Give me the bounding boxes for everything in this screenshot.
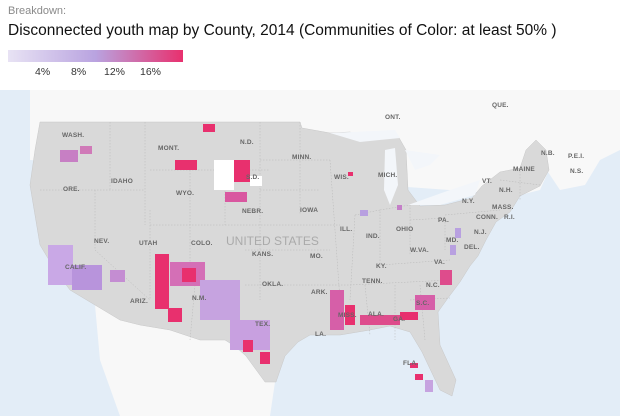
state-label: VA. — [434, 259, 445, 266]
state-label: S.C. — [416, 300, 430, 307]
state-label: WYO. — [176, 190, 195, 197]
state-label: KANS. — [252, 251, 274, 258]
country-label: UNITED STATES — [226, 234, 319, 248]
legend-tick: 16% — [140, 66, 162, 78]
state-label: FLA. — [403, 360, 419, 367]
state-label: COLO. — [191, 240, 213, 247]
state-label: N.D. — [240, 139, 254, 146]
region-label: N.S. — [570, 168, 584, 175]
state-label: KY. — [376, 263, 387, 270]
state-label: WIS. — [334, 174, 349, 181]
color-legend-bar — [8, 50, 183, 62]
legend-tick: 4% — [35, 66, 51, 78]
state-label: ALA. — [368, 311, 384, 318]
state-label: MINN. — [292, 154, 312, 161]
state-label: GA. — [393, 316, 406, 323]
region-label: QUE. — [492, 102, 509, 109]
region-label: ONT. — [385, 114, 401, 121]
state-label: ARK. — [311, 289, 328, 296]
county-data-patches — [48, 124, 461, 392]
state-label: IOWA — [300, 207, 319, 214]
map-canvas[interactable] — [0, 90, 620, 416]
mexico-land — [95, 305, 275, 416]
state-label: MAINE — [513, 166, 535, 173]
state-label: IDAHO — [111, 178, 133, 185]
state-label: MISS. — [338, 312, 357, 319]
state-label: N.H. — [499, 187, 513, 194]
region-label: P.E.I. — [568, 153, 585, 160]
state-label: TENN. — [362, 278, 383, 285]
state-label: W.VA. — [410, 247, 429, 254]
state-label: CALIF. — [65, 264, 87, 271]
state-label: ILL. — [340, 226, 353, 233]
state-label: UTAH — [139, 240, 158, 247]
great-lakes — [330, 130, 480, 205]
state-label: N.C. — [426, 282, 440, 289]
state-label: MASS. — [492, 204, 514, 211]
state-label: TEX. — [255, 321, 271, 328]
state-label: N.M. — [192, 295, 207, 302]
region-label: N.B. — [541, 150, 555, 157]
state-label: LA. — [315, 331, 327, 338]
state-label: WASH. — [62, 132, 85, 139]
state-label: MO. — [310, 253, 323, 260]
legend-tick: 12% — [104, 66, 126, 78]
state-label: N.Y. — [462, 198, 475, 205]
state-label: S.D. — [246, 174, 260, 181]
state-label: MD. — [446, 237, 459, 244]
state-borders — [40, 122, 541, 341]
breakdown-label: Breakdown: — [8, 5, 67, 17]
state-label: R.I. — [504, 214, 515, 221]
state-label: NEBR. — [242, 208, 264, 215]
state-label: VT. — [482, 178, 492, 185]
state-label: OKLA. — [262, 281, 284, 288]
county-map[interactable]: UNITED STATES ONT. QUE. N.B. P.E.I. N.S.… — [0, 90, 620, 416]
state-label: ORE. — [63, 186, 80, 193]
legend-tick: 8% — [71, 66, 87, 78]
map-title: Disconnected youth map by County, 2014 (… — [8, 22, 557, 39]
state-label: OHIO — [396, 226, 414, 233]
state-label: PA. — [438, 217, 449, 224]
state-label: IND. — [366, 233, 380, 240]
state-label: MONT. — [158, 145, 180, 152]
state-label: N.J. — [474, 229, 487, 236]
state-label: MICH. — [378, 172, 398, 179]
state-label: ARIZ. — [130, 298, 148, 305]
state-label: CONN. — [476, 214, 498, 221]
us-land — [29, 121, 550, 397]
state-label: DEL. — [464, 244, 480, 251]
state-label: NEV. — [94, 238, 110, 245]
